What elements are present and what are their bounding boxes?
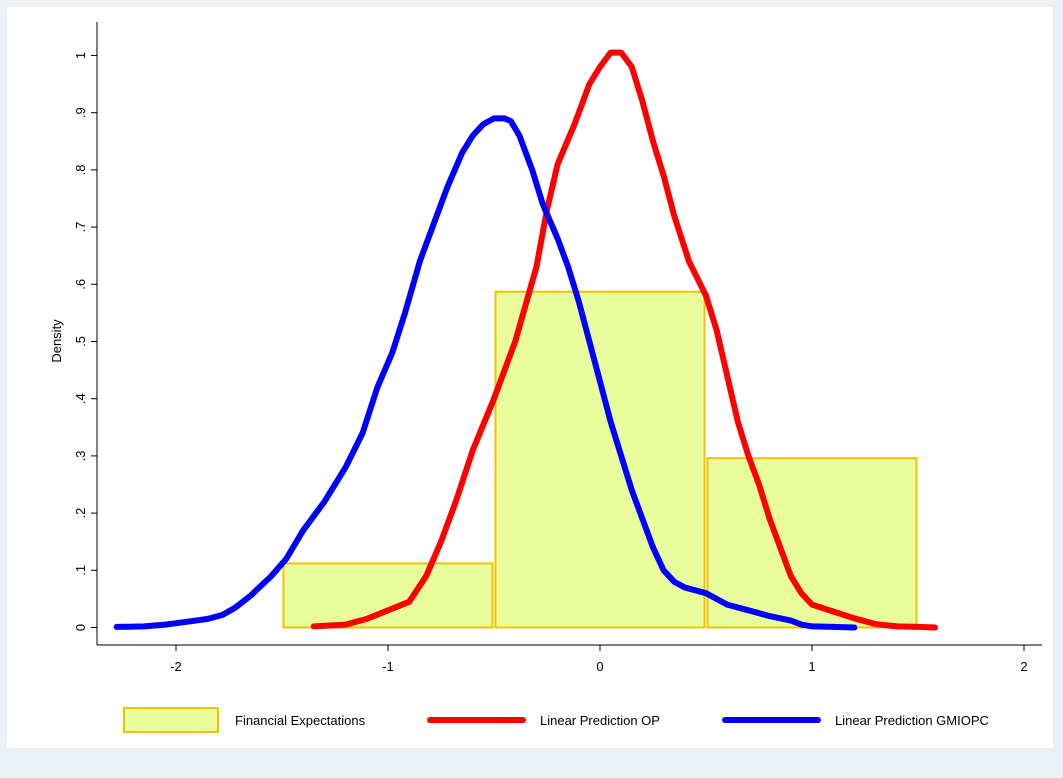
series-line-2 bbox=[113, 115, 858, 631]
x-tick-label: 0 bbox=[596, 659, 603, 674]
y-tick-label: .3 bbox=[73, 450, 88, 461]
y-tick-label: .4 bbox=[73, 393, 88, 404]
legend-label-series-1: Linear Prediction OP bbox=[540, 713, 660, 728]
legend: Financial Expectations Linear Prediction … bbox=[123, 707, 989, 733]
y-tick-label: .6 bbox=[73, 279, 88, 290]
y-tick-label: 1 bbox=[73, 52, 88, 59]
x-tick-label: -2 bbox=[170, 659, 182, 674]
legend-label-series-2: Linear Prediction GMIOPC bbox=[835, 713, 989, 728]
y-axis-title: Density bbox=[49, 319, 64, 363]
y-tick-label: .5 bbox=[73, 336, 88, 347]
y-tick-label: .1 bbox=[73, 565, 88, 576]
y-tick-label: .7 bbox=[73, 222, 88, 233]
series-layer bbox=[113, 49, 938, 631]
histogram-bar-2 bbox=[494, 290, 706, 629]
x-tick-label: -1 bbox=[382, 659, 394, 674]
histogram-bar-3 bbox=[706, 457, 918, 629]
axes-layer: -2 -1 0 1 2 0 .1 .2 .3 .4 .5 .6 .7 .8 .9 1 bbox=[73, 22, 1042, 674]
x-tick-label: 1 bbox=[808, 659, 815, 674]
histogram-bar-1 bbox=[282, 562, 494, 629]
series-line-1 bbox=[310, 49, 938, 631]
y-tick-label: .9 bbox=[73, 107, 88, 118]
legend-swatch-histogram bbox=[123, 707, 219, 733]
y-tick-label: .2 bbox=[73, 508, 88, 519]
x-tick-label: 2 bbox=[1020, 659, 1027, 674]
y-tick-label: .8 bbox=[73, 164, 88, 175]
legend-label-histogram: Financial Expectations bbox=[235, 713, 366, 728]
histogram-layer bbox=[282, 290, 918, 629]
y-tick-label: 0 bbox=[73, 624, 88, 631]
